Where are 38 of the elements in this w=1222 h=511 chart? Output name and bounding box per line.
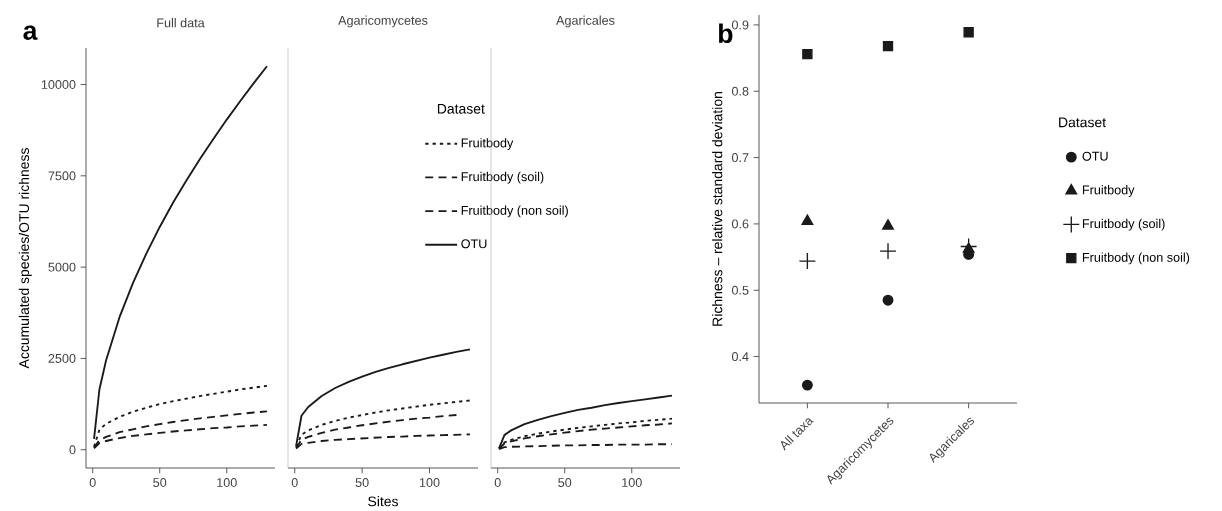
legend-label: Fruitbody [1082,185,1135,197]
y-axis-title: Richness – relative standard deviation [712,92,723,326]
legend-label: Fruitbody (non soil) [1082,252,1190,265]
x-tick-label: 100 [419,478,440,487]
x-tick-label: 50 [355,478,369,487]
y-tick-label: 0.6 [731,219,749,229]
x-tick-label: 50 [153,478,167,487]
x-axis-title: Sites [368,496,398,507]
y-tick-label: 0.4 [731,352,749,362]
x-tick-label: 0 [89,478,96,487]
y-tick-label: 5000 [48,262,76,272]
chart-title: Agaricomycetes [338,15,428,28]
text: b [719,23,733,44]
legend-label: Fruitbody (soil) [1082,218,1165,231]
legend-title: Dataset [437,103,485,114]
x-tick-label: 0 [291,478,298,487]
x-tick-label: 50 [558,478,572,487]
legend-label: OTU [461,239,487,249]
y-tick-label: 0.7 [731,153,749,163]
y-tick-label: 0.8 [731,86,749,96]
x-tick-label: 100 [622,478,642,487]
y-tick-label: 7500 [48,171,76,181]
x-tick-label: 100 [217,478,237,487]
y-tick-label: 0.5 [731,285,749,295]
text: a [23,25,38,40]
chart-title: Full data [157,18,205,28]
legend-title: Dataset [1059,117,1106,128]
legend-label: OTU [1082,151,1108,161]
legend-label: Fruitbody (soil) [461,171,544,184]
x-tick-label: All taxa [780,418,814,451]
y-tick-label: 0.9 [731,20,749,30]
y-tick-label: 2500 [48,353,76,363]
legend-label: Fruitbody (non soil) [461,205,568,218]
legend-label: Fruitbody [461,138,514,150]
chart-title: Agaricales [556,15,615,28]
y-tick-label: 10000 [41,80,76,89]
x-tick-label: 0 [494,478,501,487]
y-axis-title: Accumulated species/OTU richness [18,148,32,369]
